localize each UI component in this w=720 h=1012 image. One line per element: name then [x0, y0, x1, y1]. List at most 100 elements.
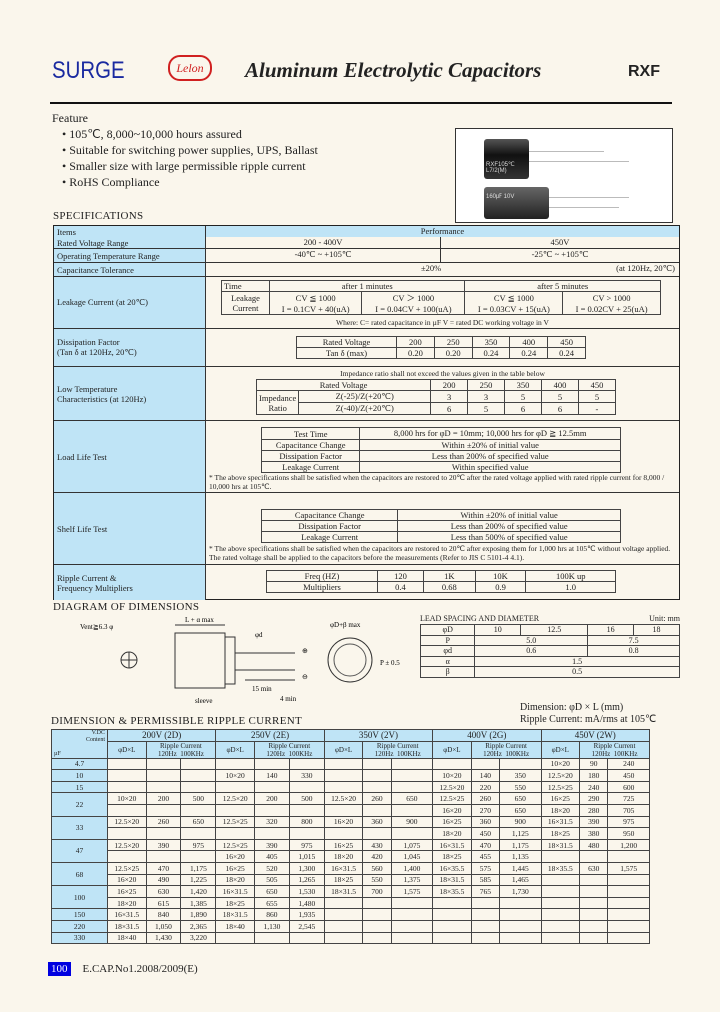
- ripple-120hz-cell: [362, 931, 392, 945]
- ripple-100khz-cell: [607, 931, 650, 945]
- dimension-cell: 16×20: [432, 803, 472, 817]
- dimension-cell: 18×31.5: [432, 873, 472, 887]
- dimension-cell: [323, 803, 364, 817]
- ripple-120hz-cell: 260: [470, 792, 501, 805]
- ripple-100khz-cell: 1,045: [390, 850, 434, 863]
- ripple-100khz-cell: [499, 757, 542, 771]
- capacitance-cell: 33: [51, 815, 108, 840]
- ripple-120hz-cell: [362, 780, 392, 794]
- op-temp-label: Operating Temperature Range: [54, 249, 206, 262]
- ripple-100khz-cell: 900: [499, 815, 542, 829]
- ripple-120hz-cell: [579, 908, 609, 921]
- ripple-100khz-cell: [499, 908, 542, 921]
- ripple-100khz-cell: 1,175: [499, 838, 542, 852]
- ripple-120hz-cell: 360: [470, 815, 501, 829]
- dimension-cell: 16×25: [107, 885, 147, 898]
- capacitor-image-top: RXF105℃ L7/2(M): [484, 139, 529, 179]
- ripple-120hz-cell: [145, 827, 182, 840]
- dimension-cell: 12.5×20: [107, 838, 147, 852]
- ripple-120hz-cell: [362, 919, 392, 933]
- dimension-cell: 18×31.5: [540, 838, 581, 852]
- ripple-100khz-cell: [180, 850, 217, 863]
- ripple-120hz-cell: 655: [253, 896, 290, 910]
- surge-logo: SURGE: [52, 57, 125, 84]
- ripple-100khz-cell: 1,890: [180, 908, 217, 921]
- dimension-cell: [323, 896, 364, 910]
- ripple-100khz-cell: [390, 931, 434, 945]
- voltage-header: 250V (2E): [215, 729, 325, 742]
- ripple-120hz-cell: 650: [253, 885, 290, 898]
- ripple-120hz-cell: 1,430: [145, 931, 182, 945]
- low-temp-label: Low Temperature Characteristics (at 120Hz…: [54, 367, 206, 420]
- ripple-100khz-cell: 975: [288, 838, 325, 852]
- diagram-heading: DIAGRAM OF DIMENSIONS: [53, 601, 200, 613]
- dimension-cell: 16×31.5: [107, 908, 147, 921]
- shelf-life-table: Capacitance Change Within ±20% of initial…: [260, 509, 621, 543]
- ripple-100khz-cell: 1,445: [499, 861, 542, 875]
- dimension-cell: [432, 896, 472, 910]
- ripple-100khz-cell: [607, 873, 650, 887]
- ripple-100khz-cell: [180, 769, 217, 782]
- dimension-cell: 16×35.5: [432, 861, 472, 875]
- ripple-100khz-cell: 975: [607, 815, 650, 829]
- dimension-cell: [215, 780, 255, 794]
- dimension-cell: [215, 757, 255, 771]
- page-title: Aluminum Electrolytic Capacitors: [245, 58, 542, 82]
- ripple-120hz-cell: 405: [253, 850, 290, 863]
- ripple-120hz-cell: 765: [470, 885, 501, 898]
- ripple-120hz-cell: [145, 780, 182, 794]
- catalog-number: E.CAP.No1.2008/2009(E): [82, 963, 198, 975]
- feature-section: Feature 105℃, 8,000~10,000 hours assured…: [52, 110, 318, 190]
- dimension-cell: [215, 931, 255, 945]
- dimension-cell: 12.5×20: [432, 780, 472, 794]
- 15min-label: 15 min: [252, 685, 272, 693]
- ripple-120hz-cell: 470: [470, 838, 501, 852]
- ripple-100khz-cell: [499, 896, 542, 910]
- capacitance-cell: 220: [51, 919, 108, 933]
- lead-spacing-section: LEAD SPACING AND DIAMETER Unit: mm φD 10 12…: [419, 614, 680, 678]
- ripple-100khz-cell: 1,135: [499, 850, 542, 863]
- ripple-120hz-cell: [253, 757, 290, 771]
- ripple-120hz-cell: [362, 908, 392, 921]
- ripple-note: Ripple Current: mA/rms at 105℃: [520, 714, 657, 725]
- ripple-120hz-cell: [145, 803, 182, 817]
- ripple-120hz-cell: 390: [253, 838, 290, 852]
- ripple-100khz-cell: [288, 803, 325, 817]
- ripple-120hz-cell: [579, 931, 609, 945]
- ripple-100khz-cell: 350: [499, 769, 542, 782]
- dimension-cell: [215, 827, 255, 840]
- ripple-120hz-cell: 280: [579, 803, 609, 817]
- dimension-cell: 12.5×25: [107, 861, 147, 875]
- product-photo: RXF105℃ L7/2(M) 160㎌ 10V: [455, 128, 673, 223]
- performance-label: Performance: [206, 226, 679, 237]
- dimension-cell: [432, 919, 472, 933]
- specifications-table: Items Performance Rated Voltage Range 200 …: [53, 225, 680, 600]
- ripple-100khz-cell: 1,935: [288, 908, 325, 921]
- dim-col-header: φD×L: [107, 740, 147, 759]
- ripple-100khz-cell: [180, 757, 217, 771]
- ripple-100khz-cell: 1,300: [288, 861, 325, 875]
- dimension-cell: [540, 850, 581, 863]
- ripple-120hz-cell: 260: [362, 792, 392, 805]
- dimension-cell: 16×31.5: [432, 838, 472, 852]
- ripple-120hz-cell: [145, 769, 182, 782]
- p-label: P ± 0.5: [380, 659, 400, 667]
- ripple-100khz-cell: 975: [180, 838, 217, 852]
- ripple-120hz-cell: [145, 757, 182, 771]
- dimension-cell: 10×20: [107, 792, 147, 805]
- capacitance-cell: 47: [51, 838, 108, 863]
- ripple-100khz-cell: 1,225: [180, 873, 217, 887]
- ripple-120hz-cell: 140: [470, 769, 501, 782]
- shelf-life-label: Shelf Life Test: [54, 493, 206, 564]
- minus-icon: ⊖: [302, 673, 308, 681]
- dimension-note: Dimension: φD × L (mm): [520, 702, 624, 713]
- dissipation-table: Rated Voltage 200 250 350 400 450 Tan δ (max)…: [295, 336, 586, 359]
- dimension-cell: [323, 769, 364, 782]
- plus-icon: ⊕: [302, 647, 308, 655]
- feature-item: RoHS Compliance: [62, 174, 318, 190]
- ripple-120hz-cell: 615: [145, 896, 182, 910]
- ripple-120hz-cell: 90: [579, 757, 609, 771]
- ripple-100khz-cell: 1,125: [499, 827, 542, 840]
- table-row: 16×20 270 650 18×20 280 705: [52, 803, 650, 817]
- ripple-120hz-cell: 630: [145, 885, 182, 898]
